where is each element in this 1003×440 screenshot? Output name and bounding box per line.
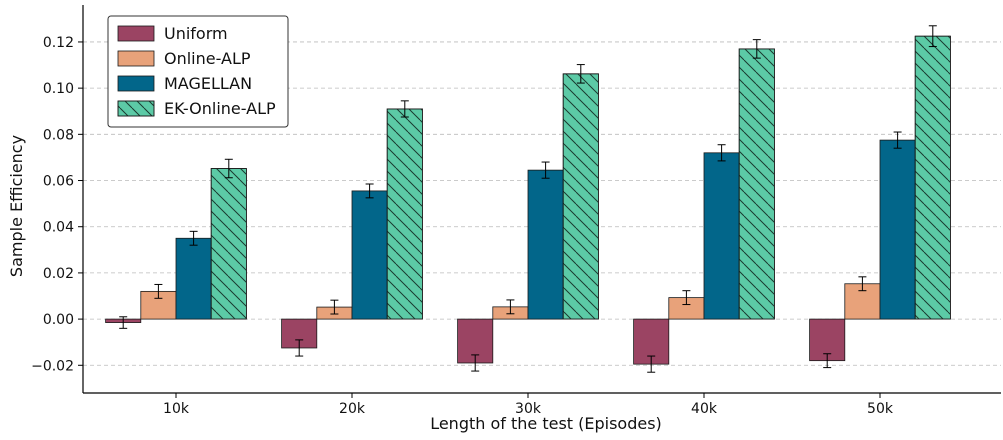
legend-label: MAGELLAN [164,74,252,93]
bar [457,318,494,364]
x-tick-label: 50k [867,401,894,417]
bar-hatch [914,35,951,320]
legend-label: Online-ALP [164,49,251,68]
y-tick-label: 0.00 [43,312,74,328]
bar-hatch [562,73,599,320]
y-axis-title: Sample Efficiency [7,135,26,277]
bar-hatch [386,108,423,320]
x-tick-label: 30k [515,401,542,417]
bar-hatch [738,48,775,320]
legend: Uniform Online-ALP MAGELLAN EK-Online-ALP [107,15,289,128]
y-tick-label: 0.04 [43,220,74,236]
x-axis-title: Length of the test (Episodes) [430,414,662,433]
x-tick-label: 20k [339,401,366,417]
bar [703,152,740,320]
legend-swatch [117,25,155,42]
legend-swatch-hatch [117,100,155,117]
y-tick-label: 0.10 [43,81,74,97]
y-tick-label: 0.06 [43,174,74,190]
legend-label: Uniform [164,24,228,43]
x-tick-label: 10k [163,401,190,417]
bar [527,169,564,320]
legend-swatch [117,50,155,67]
axes: −0.02 0.00 0.02 0.04 0.06 0.08 0.10 0.12 10k 20k 3… [31,5,1001,417]
legend-label: EK-Online-ALP [164,99,276,118]
bar [351,190,388,320]
bar [879,139,916,320]
legend-swatch [117,75,155,92]
y-tick-label: 0.12 [43,35,74,51]
y-tick-label: 0.02 [43,266,74,282]
legend-box [107,15,289,128]
x-tick-label: 40k [691,401,718,417]
bars [105,25,951,373]
bar [175,237,212,320]
y-tick-label: 0.08 [43,127,74,143]
y-tick-label: −0.02 [31,358,74,374]
bar-hatch [210,168,247,320]
